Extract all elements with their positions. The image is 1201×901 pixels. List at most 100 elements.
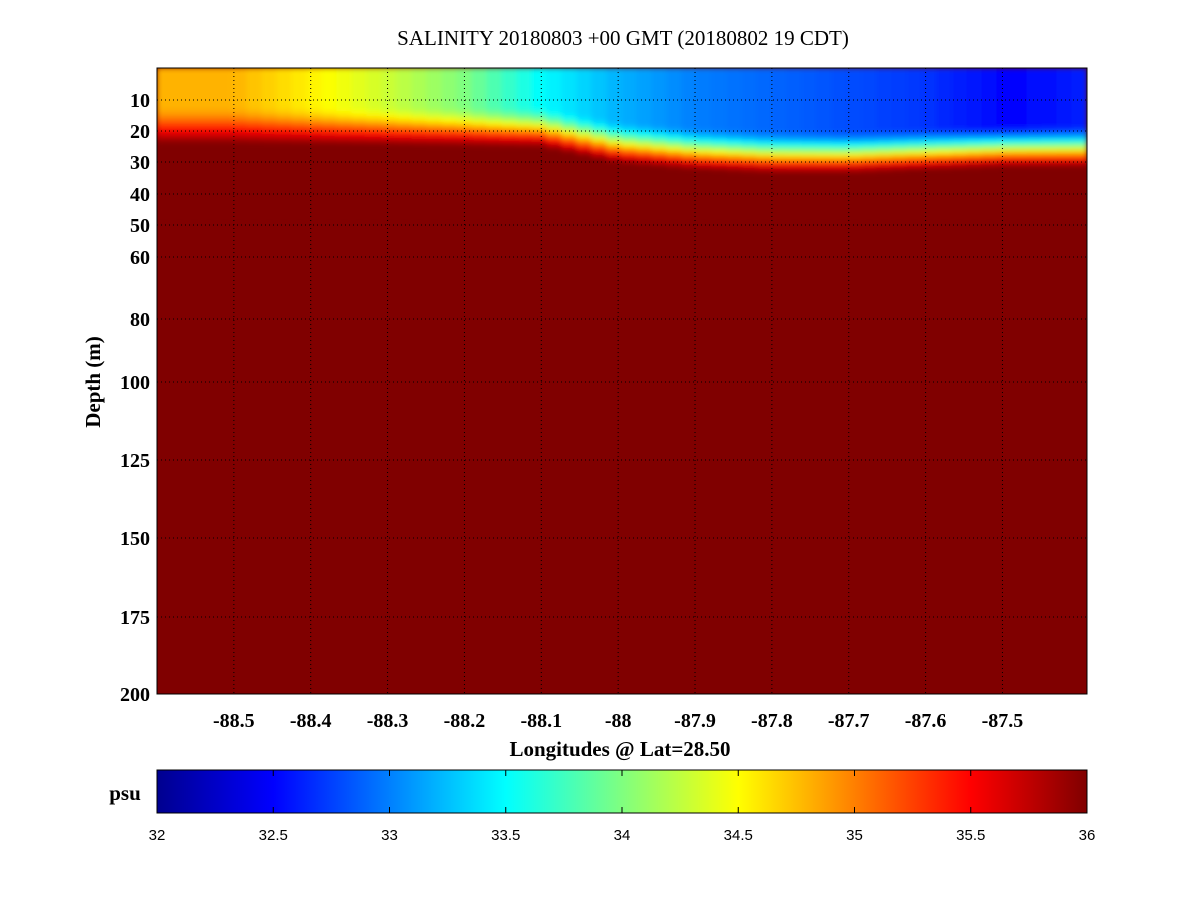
heatmap-cell [906,150,923,156]
heatmap-cell [666,190,683,196]
heatmap-cell [471,168,488,174]
heatmap-cell [216,204,233,210]
heatmap-cell [576,179,593,185]
heatmap-cell [336,190,353,196]
heatmap-cell [951,197,968,203]
heatmap-cell [531,186,548,192]
heatmap-cell [276,121,293,127]
heatmap-cell [471,85,488,91]
heatmap-cell [726,179,743,185]
heatmap-cell [876,183,893,188]
heatmap-cell [411,164,428,170]
heatmap-cell [966,190,983,196]
heatmap-cell [1026,118,1043,123]
heatmap-cell [1056,129,1073,134]
heatmap-cell [786,143,803,148]
heatmap-cell [966,85,983,91]
heatmap-cell [906,139,923,145]
heatmap-cell [396,183,413,188]
heatmap-cell [726,121,743,127]
heatmap-cell [936,208,953,214]
heatmap-cell [351,175,368,181]
heatmap-cell [351,143,368,148]
heatmap-cell [321,186,338,192]
heatmap-cell [1071,89,1087,95]
heatmap-cell [157,164,173,170]
heatmap-cell [816,186,833,192]
heatmap-cell [201,82,218,87]
heatmap-cell [861,179,878,185]
heatmap-cell [157,136,173,141]
heatmap-cell [261,157,278,163]
heatmap-cell [996,125,1013,131]
heatmap-cell [771,194,788,199]
heatmap-cell [756,143,773,148]
heatmap-cell [426,121,443,127]
heatmap-cell [306,164,323,170]
heatmap-cell [456,183,473,188]
heatmap-cell [501,93,518,98]
heatmap-cell [891,71,908,76]
heatmap-cell [531,132,548,138]
heatmap-cell [951,96,968,102]
heatmap-cell [291,96,308,102]
heatmap-cell [216,172,233,177]
heatmap-cell [351,74,368,80]
heatmap-cell [891,150,908,156]
heatmap-cell [456,146,473,152]
heatmap-cell [531,172,548,177]
heatmap-cell [681,68,698,73]
heatmap-cell [246,71,263,76]
heatmap-cell [157,197,173,203]
heatmap-cell [876,96,893,102]
heatmap-cell [336,201,353,206]
heatmap-cell [411,186,428,192]
heatmap-cell [157,194,173,199]
heatmap-cell [381,175,398,181]
heatmap-cell [936,161,953,166]
heatmap-cell [381,114,398,120]
heatmap-cell [456,208,473,214]
y-tick-label: 40 [130,184,150,206]
heatmap-cell [531,111,548,116]
heatmap-cell [291,150,308,156]
heatmap-cell [696,78,713,84]
heatmap-cell [246,154,263,159]
heatmap-cell [636,96,653,102]
heatmap-cell [936,139,953,145]
heatmap-cell [921,146,938,152]
heatmap-cell [216,161,233,166]
heatmap-cell [831,100,848,106]
heatmap-cell [246,100,263,106]
heatmap-cell [456,136,473,141]
heatmap-cell [621,164,638,170]
heatmap-cell [336,93,353,98]
heatmap-cell [366,125,383,131]
heatmap-cell [966,157,983,163]
heatmap-cell [231,175,248,181]
heatmap-cell [411,118,428,123]
heatmap-cell [396,104,413,109]
heatmap-cell [666,150,683,156]
heatmap-cell [396,194,413,199]
heatmap-cell [546,129,563,134]
heatmap-cell [951,71,968,76]
heatmap-cell [171,85,188,91]
heatmap-cell [171,164,188,170]
heatmap-cell [426,139,443,145]
heatmap-cell [321,172,338,177]
heatmap-cell [756,121,773,127]
heatmap-cell [276,68,293,73]
heatmap-cell [771,125,788,131]
heatmap-cell [276,175,293,181]
heatmap-cell [771,139,788,145]
heatmap-cell [606,104,623,109]
heatmap-cell [756,104,773,109]
heatmap-cell [321,168,338,174]
heatmap-cell [1026,132,1043,138]
heatmap-cell [786,121,803,127]
heatmap-cell [291,208,308,214]
heatmap-cell [846,74,863,80]
heatmap-cell [231,132,248,138]
heatmap-cell [996,186,1013,192]
